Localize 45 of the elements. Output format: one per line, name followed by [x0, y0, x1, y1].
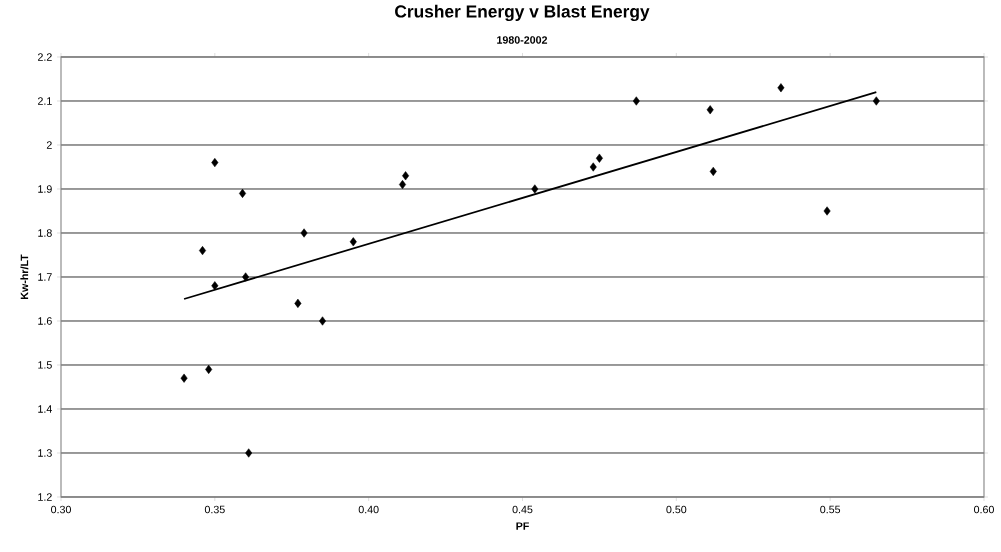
point — [294, 298, 302, 308]
point — [823, 206, 831, 216]
point — [595, 153, 603, 163]
point — [632, 96, 640, 106]
point — [300, 228, 308, 238]
y-tick-label: 2.1 — [38, 97, 52, 105]
point — [349, 237, 357, 247]
point — [242, 272, 250, 282]
x-tick-label: 0.60 — [974, 505, 994, 514]
point — [709, 166, 717, 176]
point — [531, 184, 539, 194]
y-tick-label: 1.3 — [38, 449, 52, 457]
point — [319, 316, 326, 326]
point — [239, 188, 246, 198]
y-tick-label: 2.2 — [38, 53, 52, 61]
y-tick-label: 2 — [46, 141, 52, 149]
point — [205, 364, 213, 374]
point — [399, 180, 406, 190]
y-tick-label: 1.7 — [38, 273, 52, 281]
x-axis-title: PF — [516, 522, 529, 530]
x-tick-label: 0.45 — [512, 505, 533, 514]
y-tick-label: 1.5 — [38, 361, 52, 369]
point — [211, 281, 219, 291]
point — [777, 83, 785, 93]
y-tick-label: 1.4 — [38, 405, 52, 413]
point — [245, 448, 253, 458]
chart-subtitle: 1980-2002 — [497, 36, 548, 44]
point — [180, 373, 188, 383]
y-tick-label: 1.9 — [38, 185, 52, 193]
x-tick-label: 0.55 — [820, 505, 841, 514]
point — [589, 162, 597, 172]
x-tick-label: 0.35 — [204, 505, 225, 514]
point — [872, 96, 880, 106]
point — [211, 158, 219, 168]
y-tick-label: 1.8 — [38, 229, 52, 237]
y-tick-label: 1.6 — [38, 317, 52, 325]
y-axis-title: Kw-hr/LT — [20, 254, 29, 299]
point — [402, 171, 410, 181]
y-tick-label: 1.2 — [38, 493, 52, 501]
x-tick-label: 0.30 — [51, 505, 71, 514]
x-tick-label: 0.40 — [358, 505, 379, 514]
point — [199, 246, 206, 256]
point — [706, 105, 714, 115]
x-tick-label: 0.50 — [666, 505, 687, 514]
chart-title: Crusher Energy v Blast Energy — [395, 4, 650, 22]
